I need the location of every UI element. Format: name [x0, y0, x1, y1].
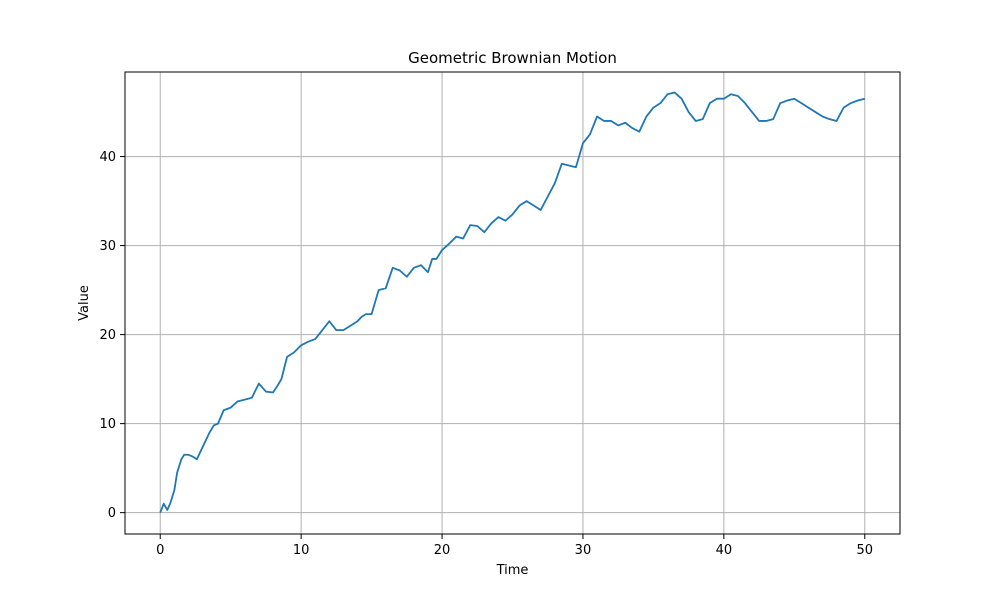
- x-tick-label: 50: [856, 543, 873, 558]
- x-tick-label: 0: [156, 543, 164, 558]
- chart-title: Geometric Brownian Motion: [408, 49, 617, 67]
- plot-frame: [124, 71, 901, 535]
- series-line: [159, 91, 865, 513]
- y-tick-label: 0: [108, 506, 116, 521]
- ticks: 0 10 20 30 40 50 0 10 20 30 40: [99, 150, 873, 558]
- data-series: [159, 91, 865, 513]
- x-tick-label: 20: [434, 543, 451, 558]
- x-tick-label: 30: [575, 543, 592, 558]
- x-tick-label: 10: [293, 543, 310, 558]
- y-tick-label: 40: [99, 150, 116, 165]
- y-tick-label: 20: [99, 328, 116, 343]
- grid: [125, 72, 900, 534]
- x-axis-label: Time: [496, 563, 529, 578]
- y-tick-label: 10: [99, 417, 116, 432]
- y-axis-label: Value: [77, 285, 92, 321]
- x-tick-label: 40: [716, 543, 733, 558]
- y-tick-label: 30: [99, 239, 116, 254]
